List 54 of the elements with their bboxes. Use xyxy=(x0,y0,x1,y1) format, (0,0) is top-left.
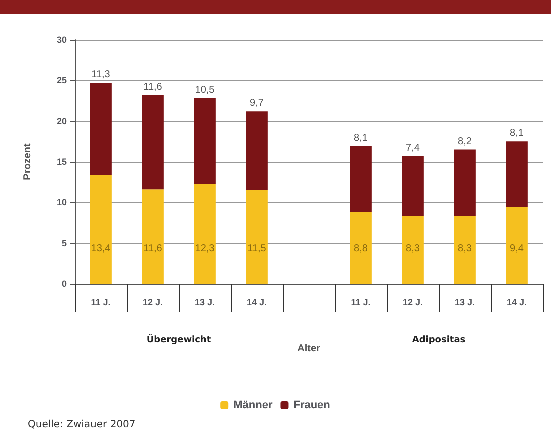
text: Adipositas xyxy=(412,336,466,346)
legend-label: Männer xyxy=(234,400,274,412)
data-label: 12,3 xyxy=(195,244,216,254)
bar xyxy=(142,190,164,284)
data-label: 11,5 xyxy=(248,244,267,254)
bar xyxy=(402,216,424,284)
bar xyxy=(246,112,268,190)
data-label: 11,3 xyxy=(92,70,111,81)
bar xyxy=(454,150,476,216)
y-tick-label: 25 xyxy=(56,76,67,86)
data-label: 8,3 xyxy=(406,244,420,254)
x-tick-label: 14 J. xyxy=(506,298,528,308)
y-tick-label: 30 xyxy=(56,35,67,45)
x-tick-label: 12 J. xyxy=(402,298,424,308)
data-label: 9,4 xyxy=(510,244,524,254)
x-tick-label: 11 J. xyxy=(351,298,371,308)
x-tick-label: 11 J. xyxy=(91,298,111,308)
data-label: 8,1 xyxy=(510,128,524,140)
data-label: 8,3 xyxy=(458,244,472,254)
y-tick-label: 15 xyxy=(56,157,67,167)
x-tick-label: 13 J. xyxy=(454,298,476,308)
y-axis-title: Prozent xyxy=(22,142,34,180)
text: Übergewicht xyxy=(146,334,212,346)
data-label: 8,8 xyxy=(354,244,368,254)
bar xyxy=(350,146,372,212)
data-label: 7,4 xyxy=(406,142,420,154)
x-tick-label: 13 J. xyxy=(194,298,216,308)
legend-label: Frauen xyxy=(294,400,331,412)
x-tick-label: 12 J. xyxy=(142,298,164,308)
data-label: 13,4 xyxy=(91,244,112,254)
data-label: 9,7 xyxy=(250,98,264,110)
x-axis-title: Alter xyxy=(298,344,320,354)
bar xyxy=(506,142,528,208)
y-tick-label: 20 xyxy=(56,116,67,126)
bar xyxy=(454,216,476,284)
bar xyxy=(246,190,268,284)
bar xyxy=(90,175,112,284)
source-note: Quelle: Zwiauer 2007 xyxy=(28,420,136,430)
data-label: 10,5 xyxy=(195,85,216,96)
data-label: 8,2 xyxy=(458,136,472,148)
bar xyxy=(350,212,372,284)
y-tick-label: 0 xyxy=(62,279,67,289)
data-label: 11,6 xyxy=(144,82,163,93)
bar xyxy=(506,208,528,284)
y-tick-label: 5 xyxy=(62,238,67,248)
x-tick-label: 14 J. xyxy=(246,298,268,308)
bar xyxy=(194,184,216,284)
bar xyxy=(194,98,216,184)
data-label: 11,6 xyxy=(144,244,163,254)
bar xyxy=(90,83,112,176)
y-tick-label: 10 xyxy=(56,198,67,208)
bar xyxy=(402,156,424,216)
data-label: 8,1 xyxy=(354,133,368,144)
bar xyxy=(142,95,164,190)
